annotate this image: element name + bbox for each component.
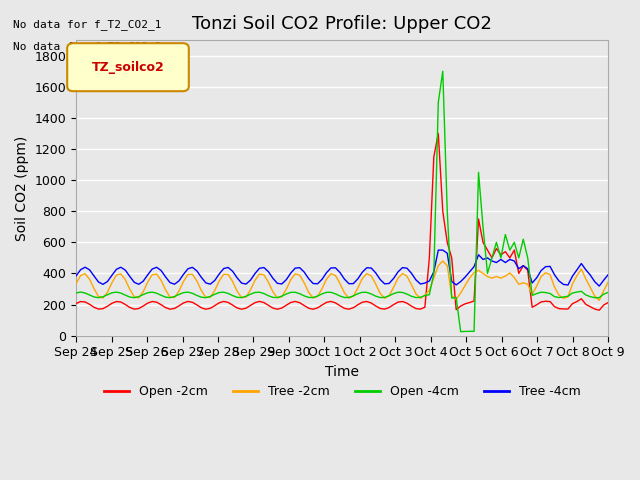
Y-axis label: Soil CO2 (ppm): Soil CO2 (ppm) [15,135,29,240]
Open -4cm [444,208,451,214]
X-axis label: Time: Time [325,365,359,379]
Tree -4cm [184,266,192,272]
Tree -4cm [595,283,603,289]
Legend: Open -2cm, Tree -2cm, Open -4cm, Tree -4cm: Open -2cm, Tree -2cm, Open -4cm, Tree -4… [99,380,586,403]
Open -2cm [435,131,442,136]
Open -2cm [367,300,375,306]
Tree -2cm [595,298,603,303]
Tree -4cm [367,265,375,271]
Tree -2cm [497,275,505,281]
Line: Tree -2cm: Tree -2cm [76,261,608,300]
Open -4cm [457,329,465,335]
Line: Tree -4cm: Tree -4cm [76,250,608,286]
Tree -2cm [591,293,598,299]
Tree -4cm [435,247,442,253]
Tree -4cm [604,272,612,277]
Open -4cm [595,295,603,300]
Tree -4cm [444,251,451,256]
Text: No data for f_T2_CO2_1: No data for f_T2_CO2_1 [13,19,161,30]
Open -2cm [497,252,505,258]
Open -4cm [367,291,375,297]
Open -2cm [184,299,192,304]
Open -4cm [439,68,447,74]
Open -4cm [502,232,509,238]
Tree -2cm [367,273,375,279]
Open -4cm [184,289,192,295]
Title: Tonzi Soil CO2 Profile: Upper CO2: Tonzi Soil CO2 Profile: Upper CO2 [192,15,492,33]
Tree -2cm [184,272,192,277]
Open -4cm [604,289,612,295]
Line: Open -4cm: Open -4cm [76,71,608,332]
Line: Open -2cm: Open -2cm [76,133,608,310]
Tree -2cm [72,280,80,286]
Text: TZ_soilco2: TZ_soilco2 [92,60,164,74]
Open -4cm [216,289,223,295]
Text: No data for f_T2_CO2_2: No data for f_T2_CO2_2 [13,41,161,52]
Open -4cm [72,290,80,296]
Open -2cm [216,300,223,306]
Tree -2cm [439,258,447,264]
Tree -4cm [591,279,598,285]
Open -2cm [595,307,603,313]
Open -2cm [604,300,612,305]
Tree -4cm [72,273,80,279]
Tree -2cm [216,278,223,284]
Tree -2cm [444,263,451,268]
Open -2cm [591,306,598,312]
Tree -4cm [216,271,223,277]
Open -2cm [72,300,80,306]
Open -2cm [444,240,451,245]
Tree -2cm [604,279,612,285]
Tree -4cm [497,256,505,262]
